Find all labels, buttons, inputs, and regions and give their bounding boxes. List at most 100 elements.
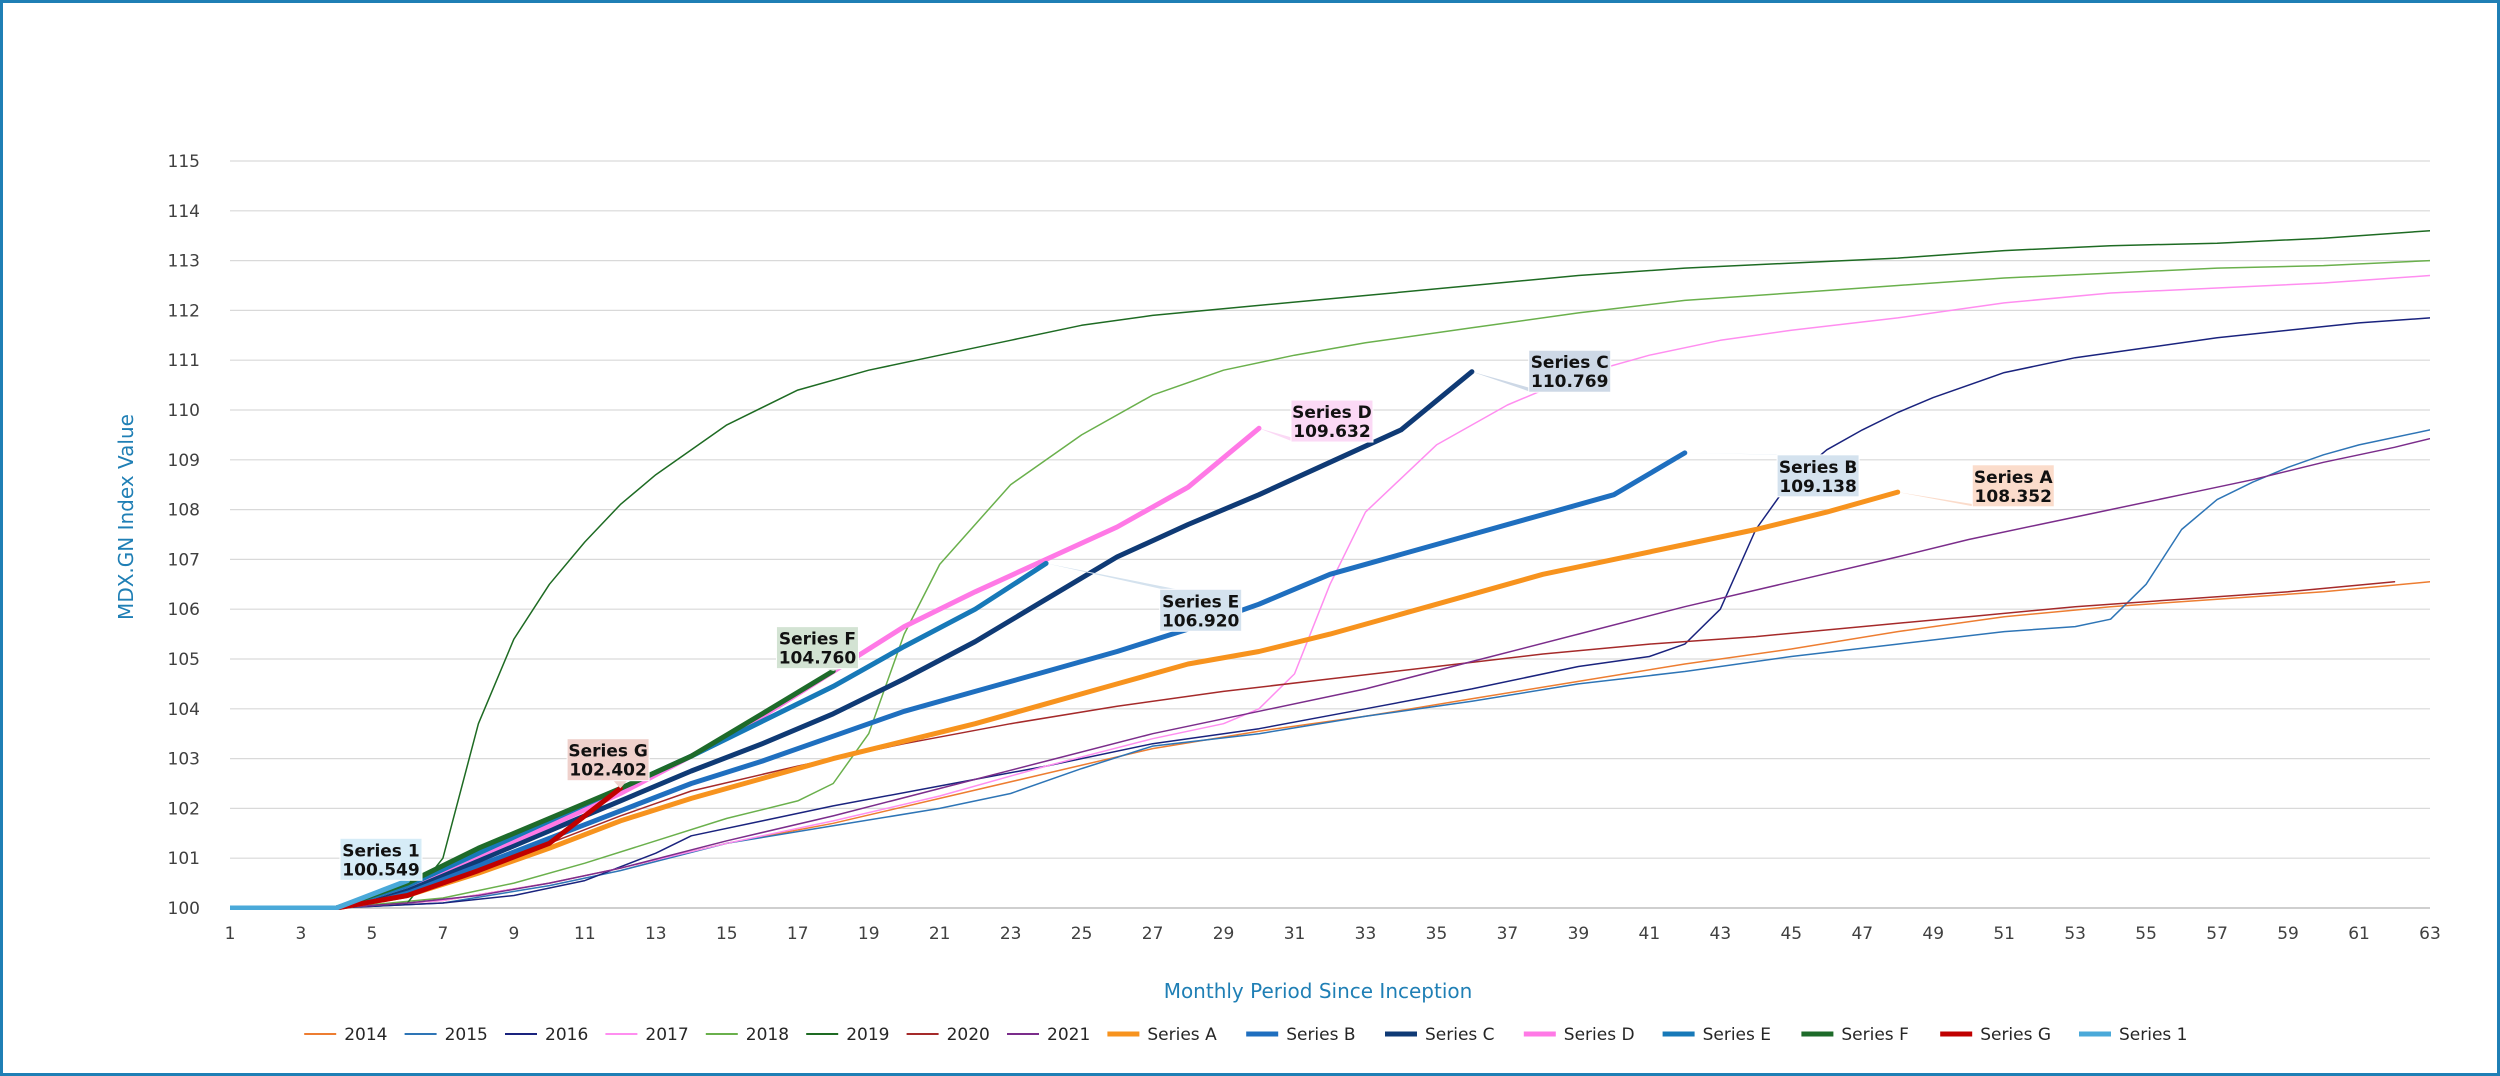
callout-pointer	[1684, 452, 1795, 455]
callout-pointer	[1471, 371, 1546, 393]
callout-series-label: Series C	[1531, 353, 1609, 373]
legend-label: 2018	[746, 1025, 789, 1045]
callout-series-label: Series 1	[342, 841, 419, 861]
x-tick-label: 11	[574, 924, 596, 944]
series-line-series-1	[230, 878, 410, 910]
y-tick-label: 100	[168, 899, 200, 919]
callout-series-label: Series A	[1974, 468, 2054, 488]
callout-pointer	[1046, 563, 1177, 590]
x-tick-label: 47	[1851, 924, 1873, 944]
x-tick-label: 45	[1780, 924, 1802, 944]
series-line-series-c	[230, 369, 1475, 910]
legend-label: 2021	[1047, 1025, 1090, 1045]
legend: 2014 2015 2016 2017 2018 2019 2020 2021 Series A…	[304, 1025, 2188, 1045]
callout-box	[1159, 588, 1243, 632]
callout-series-label: Series E	[1162, 592, 1239, 612]
x-axis-title: Monthly Period Since Inception	[1164, 979, 1473, 1003]
legend-item-series-b: Series B	[1246, 1025, 1356, 1045]
x-tick-label: 43	[1710, 924, 1732, 944]
x-tick-label: 31	[1284, 924, 1306, 944]
x-tick-label: 39	[1568, 924, 1590, 944]
callout-pointer	[613, 780, 628, 789]
legend-label: 2019	[846, 1025, 889, 1045]
y-tick-label: 106	[168, 600, 200, 620]
series-line-2015	[230, 429, 2430, 909]
x-tick-label: 3	[296, 924, 307, 944]
legend-label: Series C	[1425, 1025, 1495, 1045]
y-tick-label: 107	[168, 550, 200, 570]
x-tick-label: 49	[1922, 924, 1944, 944]
x-tick-label: 35	[1426, 924, 1448, 944]
x-tick-label: 7	[437, 924, 448, 944]
y-tick-label: 112	[168, 301, 200, 321]
legend-item-2017: 2017	[605, 1025, 689, 1045]
legend-label: 2015	[445, 1025, 488, 1045]
legend-item-2018: 2018	[705, 1025, 789, 1045]
x-tick-label: 13	[645, 924, 667, 944]
series-line-2016	[230, 317, 2430, 909]
callout-value: 106.920	[1162, 611, 1240, 631]
callout-pointer	[1897, 492, 1990, 507]
legend-label: 2016	[545, 1025, 588, 1045]
legend-item-series-1: Series 1	[2079, 1025, 2188, 1045]
y-tick-label: 105	[168, 650, 200, 670]
y-tick-label: 113	[168, 252, 200, 272]
callout-value: 109.138	[1779, 477, 1856, 497]
legend-item-2016: 2016	[505, 1025, 588, 1045]
x-tick-label: 59	[2277, 924, 2299, 944]
legend-item-series-g: Series G	[1940, 1025, 2051, 1045]
legend-label: Series D	[1564, 1025, 1635, 1045]
legend-label: Series A	[1147, 1025, 1217, 1045]
callout-series-label: Series D	[1292, 403, 1372, 423]
callout-pointer	[826, 668, 841, 671]
callout-box	[1290, 399, 1374, 443]
callout-series-label: Series G	[568, 742, 648, 762]
legend-item-series-f: Series F	[1801, 1025, 1909, 1045]
x-tick-label: 51	[1993, 924, 2015, 944]
x-tick-label: 9	[508, 924, 519, 944]
y-tick-label: 115	[168, 152, 200, 172]
y-tick-label: 103	[168, 750, 200, 770]
x-tick-label: 21	[929, 924, 951, 944]
legend-item-2021: 2021	[1007, 1025, 1090, 1045]
y-tick-label: 111	[168, 351, 200, 371]
x-tick-label: 29	[1213, 924, 1235, 944]
series-line-2021	[230, 437, 2430, 909]
y-tick-label: 109	[168, 451, 200, 471]
x-tick-label: 15	[716, 924, 738, 944]
legend-label: Series E	[1703, 1025, 1771, 1045]
callout-series-label: Series B	[1779, 458, 1858, 478]
series-line-2017	[230, 274, 2430, 909]
callout-box	[339, 837, 423, 881]
x-tick-label: 57	[2206, 924, 2228, 944]
series-line-series-g	[230, 785, 623, 910]
x-tick-label: 41	[1639, 924, 1661, 944]
y-tick-label: 110	[168, 401, 200, 421]
legend-item-series-d: Series D	[1523, 1025, 1635, 1045]
callout-value: 108.352	[1975, 487, 2052, 507]
callout-box	[1528, 349, 1612, 393]
series-line-2014	[230, 581, 2430, 909]
legend-item-2015: 2015	[404, 1025, 488, 1045]
y-tick-label: 101	[168, 849, 200, 869]
series-line-2019	[230, 229, 2430, 909]
legend-item-2020: 2020	[906, 1025, 990, 1045]
legend-item-series-e: Series E	[1662, 1025, 1771, 1045]
series-line-2018	[230, 259, 2430, 909]
x-tick-label: 37	[1497, 924, 1519, 944]
x-tick-label: 55	[2135, 924, 2157, 944]
callout-box	[566, 738, 650, 782]
series-line-series-f	[230, 668, 836, 910]
x-tick-label: 53	[2064, 924, 2086, 944]
y-tick-label: 104	[168, 700, 200, 720]
